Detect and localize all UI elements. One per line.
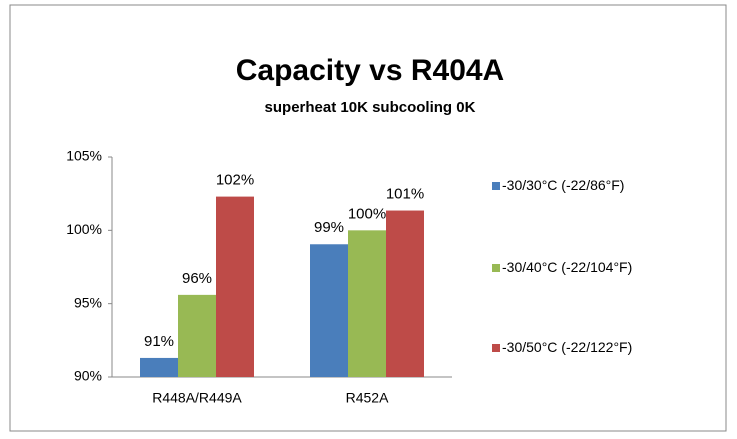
bar: [386, 210, 424, 377]
value-label: 101%: [386, 186, 424, 203]
y-tick-label: 90%: [74, 368, 102, 384]
bar: [140, 357, 178, 377]
bar: [178, 294, 216, 377]
legend-entry: -30/30°C (-22/86°F): [502, 177, 625, 193]
legend-label: -30/30°C (-22/86°F): [502, 177, 625, 193]
value-label: 100%: [348, 205, 386, 222]
value-label: 102%: [216, 172, 254, 189]
value-label: 96%: [182, 270, 212, 287]
legend-entry: -30/40°C (-22/104°F): [502, 259, 633, 275]
x-tick-label: R448A/R449A: [152, 390, 242, 406]
chart-subtitle: superheat 10K subcooling 0K: [265, 99, 476, 116]
legend-swatch: [492, 344, 500, 352]
value-label: 91%: [144, 333, 174, 350]
x-tick-label: R452A: [346, 390, 389, 406]
legend-swatch: [492, 264, 500, 272]
bar: [348, 230, 386, 377]
bar: [310, 244, 348, 377]
y-tick-label: 100%: [66, 221, 102, 237]
legend-label: -30/40°C (-22/104°F): [502, 259, 633, 275]
y-tick-label: 95%: [74, 294, 102, 310]
legend-label: -30/50°C (-22/122°F): [502, 339, 633, 355]
bar: [216, 196, 254, 377]
legend-swatch: [492, 182, 500, 190]
value-label: 99%: [314, 219, 344, 236]
legend-entry: -30/50°C (-22/122°F): [502, 339, 633, 355]
chart-title: Capacity vs R404A: [236, 54, 504, 87]
y-tick-label: 105%: [66, 148, 102, 164]
